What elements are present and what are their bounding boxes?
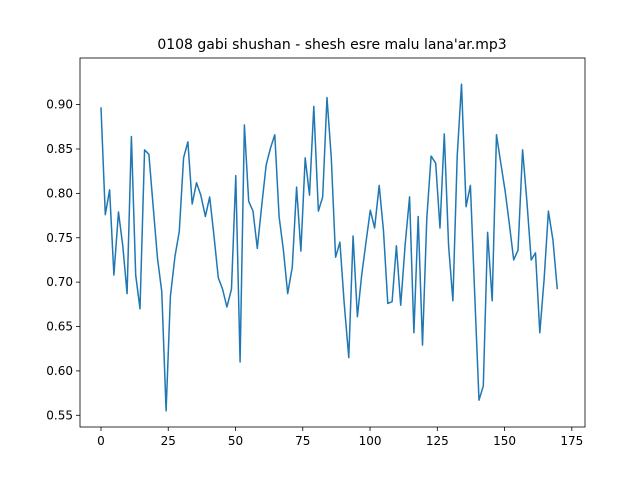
x-tick-label: 0 bbox=[97, 434, 105, 448]
x-tick-label: 75 bbox=[295, 434, 310, 448]
plot-frame bbox=[79, 57, 586, 428]
y-tick-label: 0.70 bbox=[46, 275, 73, 289]
y-tick-label: 0.75 bbox=[46, 231, 73, 245]
y-tick-label: 0.90 bbox=[46, 98, 73, 112]
data-line bbox=[100, 83, 559, 412]
y-tick-label: 0.60 bbox=[46, 364, 73, 378]
y-tick-label: 0.80 bbox=[46, 186, 73, 200]
x-tick-label: 25 bbox=[161, 434, 176, 448]
x-tick-label: 125 bbox=[426, 434, 449, 448]
y-tick-label: 0.85 bbox=[46, 142, 73, 156]
x-tick-label: 100 bbox=[359, 434, 382, 448]
y-tick-label: 0.55 bbox=[46, 408, 73, 422]
y-tick-label: 0.65 bbox=[46, 320, 73, 334]
x-tick-label: 150 bbox=[493, 434, 516, 448]
chart-title: 0108 gabi shushan - shesh esre malu lana… bbox=[157, 37, 506, 53]
x-tick-label: 175 bbox=[560, 434, 583, 448]
x-tick-label: 50 bbox=[228, 434, 243, 448]
